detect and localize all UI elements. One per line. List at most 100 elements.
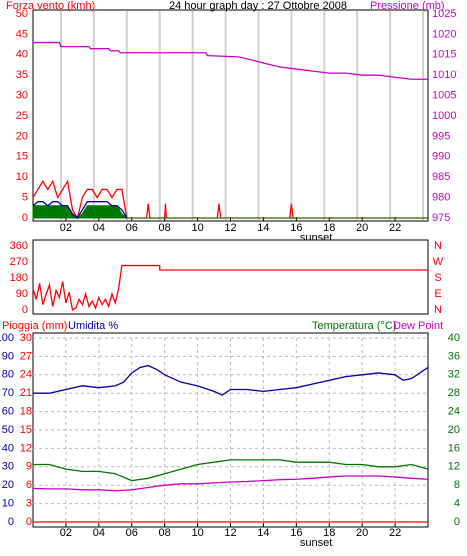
y3-tick-label: 0: [8, 516, 14, 528]
x-tick-label: 18: [323, 527, 335, 539]
series-label: Pioggia (mm): [2, 320, 67, 332]
x-tick-label: 12: [224, 527, 236, 539]
y-tick-label: 9: [26, 461, 32, 473]
y-tick-label: 24: [20, 369, 32, 381]
annotation: sunset: [300, 537, 332, 549]
series-label: Forza vento (kmh): [6, 0, 95, 12]
y-tick-label: 6: [26, 479, 32, 491]
y2-tick-label: 995: [432, 130, 450, 142]
y-tick-label: 50: [16, 8, 28, 20]
y2-tick-label: 36: [448, 350, 460, 362]
y2-tick-label: 0: [454, 516, 460, 528]
x-tick-label: 22: [389, 222, 401, 234]
x-tick-label: 16: [290, 222, 302, 234]
y2-tick-label: 4: [454, 498, 460, 510]
y-tick-label: 5: [22, 192, 28, 204]
y-tick-label: 35: [16, 69, 28, 81]
y-tick-label: 0: [22, 304, 28, 316]
y2-tick-label: 1025: [432, 8, 456, 20]
x-tick-label: 06: [126, 527, 138, 539]
x-tick-label: 14: [257, 527, 269, 539]
y-tick-label: 45: [16, 28, 28, 40]
y2-tick-label: 1015: [432, 49, 456, 61]
x-tick-label: 08: [159, 222, 171, 234]
y-tick-label: 25: [16, 110, 28, 122]
y2-tick-label: 985: [432, 171, 450, 183]
x-tick-label: 04: [93, 222, 105, 234]
y2-tick-label: 1010: [432, 69, 456, 81]
y-tick-label: 21: [20, 387, 32, 399]
line: [32, 179, 428, 220]
y2-tick-label: 32: [448, 369, 460, 381]
y2-tick-label: S: [434, 272, 441, 284]
series-label: Dew Point: [393, 320, 443, 332]
y2-tick-label: N: [434, 240, 442, 252]
y3-tick-label: 50: [2, 424, 14, 436]
x-tick-label: 22: [389, 527, 401, 539]
y-tick-label: 180: [10, 272, 28, 284]
y-tick-label: 360: [10, 240, 28, 252]
y-tick-label: 0: [22, 212, 28, 224]
y-tick-label: 20: [16, 130, 28, 142]
line: [33, 364, 429, 396]
y-tick-label: 10: [16, 171, 28, 183]
y-tick-label: 3: [26, 498, 32, 510]
y2-tick-label: 1005: [432, 90, 456, 102]
x-tick-label: 16: [290, 527, 302, 539]
x-tick-label: 08: [159, 527, 171, 539]
y2-tick-label: 12: [448, 461, 460, 473]
y-tick-label: 27: [20, 350, 32, 362]
y-tick-label: 12: [20, 442, 32, 454]
x-tick-label: 02: [60, 222, 72, 234]
y2-tick-label: W: [433, 256, 444, 268]
y3-tick-label: 80: [2, 369, 14, 381]
y3-tick-label: 90: [2, 350, 14, 362]
x-tick-label: 12: [224, 222, 236, 234]
x-tick-label: 20: [356, 527, 368, 539]
plot-frame: [32, 9, 429, 222]
line: [32, 201, 128, 219]
series-label: Pressione (mb): [370, 0, 445, 12]
x-tick-label: 04: [93, 527, 105, 539]
y2-tick-label: 24: [448, 406, 460, 418]
chart-title: 24 hour graph day : 27 Ottobre 2008: [169, 0, 347, 12]
y2-tick-label: 16: [448, 442, 460, 454]
y-tick-label: 90: [16, 288, 28, 300]
y-tick-label: 18: [20, 406, 32, 418]
line: [33, 41, 428, 80]
y2-tick-label: E: [434, 288, 441, 300]
y3-tick-label: 20: [2, 479, 14, 491]
y2-tick-label: 28: [448, 387, 460, 399]
y-tick-label: 30: [16, 90, 28, 102]
line: [32, 475, 429, 492]
x-tick-label: 20: [356, 222, 368, 234]
series-label: Umidita %: [68, 320, 118, 332]
line: [33, 459, 429, 482]
x-tick-label: 02: [60, 527, 72, 539]
y2-tick-label: 8: [454, 479, 460, 491]
y-tick-label: 15: [20, 424, 32, 436]
y2-tick-label: 20: [448, 424, 460, 436]
y3-tick-label: 60: [2, 406, 14, 418]
y-tick-label: 40: [16, 49, 28, 61]
y2-tick-label: 1020: [432, 28, 456, 40]
line: [32, 264, 428, 311]
y2-tick-label: 1000: [432, 110, 456, 122]
y3-tick-label: 70: [2, 387, 14, 399]
y2-tick-label: 990: [432, 151, 450, 163]
plot-frame: [32, 239, 429, 315]
y2-tick-label: 40: [448, 332, 460, 344]
y3-tick-label: 100: [0, 332, 14, 344]
x-tick-label: 14: [257, 222, 269, 234]
y-tick-label: 15: [16, 151, 28, 163]
x-tick-label: 06: [126, 222, 138, 234]
y-tick-label: 270: [10, 256, 28, 268]
y3-tick-label: 10: [2, 498, 14, 510]
y3-tick-label: 30: [2, 461, 14, 473]
y-tick-label: 0: [26, 516, 32, 528]
area: [32, 205, 428, 219]
y-tick-label: 30: [20, 332, 32, 344]
y2-tick-label: N: [434, 304, 442, 316]
y2-tick-label: 980: [432, 192, 450, 204]
